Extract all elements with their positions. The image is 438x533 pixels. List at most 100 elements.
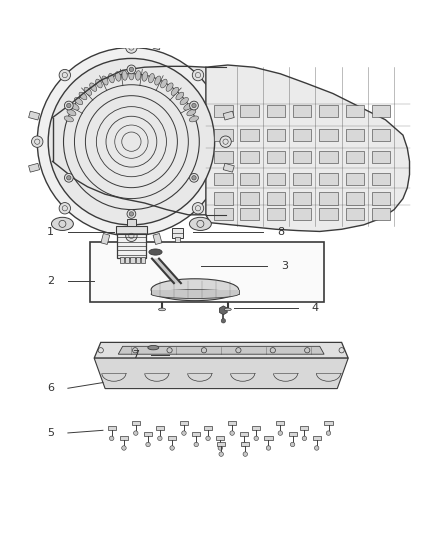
Circle shape [220,136,231,147]
Bar [132,421,140,425]
Bar [267,151,285,163]
Circle shape [127,65,136,74]
Circle shape [192,203,204,214]
Bar [240,208,259,220]
Bar [293,192,311,205]
Bar [172,229,183,238]
Ellipse shape [159,308,166,311]
Text: 7: 7 [132,350,139,360]
Text: 3: 3 [281,261,288,271]
Bar [372,192,390,205]
Ellipse shape [176,92,184,100]
Text: 5: 5 [47,428,54,438]
Bar [293,173,311,185]
Circle shape [122,446,126,450]
Bar [214,151,233,163]
Circle shape [126,42,137,53]
Ellipse shape [142,72,148,81]
Circle shape [254,436,258,441]
Bar [216,436,224,440]
Circle shape [192,103,196,108]
Ellipse shape [187,109,196,116]
Circle shape [206,436,210,441]
Circle shape [290,442,295,447]
Bar [120,436,128,440]
Bar [293,129,311,141]
Ellipse shape [90,83,97,91]
Circle shape [126,230,137,241]
Bar [346,208,364,220]
Ellipse shape [151,279,239,301]
Circle shape [59,203,71,214]
Circle shape [314,446,319,450]
Circle shape [194,442,198,447]
Bar [223,111,234,120]
Bar [240,151,259,163]
Circle shape [326,431,331,435]
Bar [267,129,285,141]
Bar [313,436,321,440]
Bar [346,129,364,141]
Polygon shape [219,306,227,314]
Circle shape [221,319,226,323]
Bar [28,163,39,172]
Bar [28,111,39,120]
Circle shape [67,103,71,108]
Bar [204,426,212,430]
Bar [156,426,164,430]
Circle shape [170,446,174,450]
Ellipse shape [155,76,161,85]
Bar [223,163,234,172]
Circle shape [37,47,226,236]
Circle shape [242,442,247,447]
Ellipse shape [64,116,74,122]
Bar [240,173,259,185]
Bar [168,436,176,440]
Bar [175,237,180,241]
Bar [101,233,110,245]
Bar [153,39,162,50]
Bar [267,173,285,185]
Ellipse shape [184,103,192,110]
Circle shape [218,446,223,450]
Circle shape [59,69,71,81]
Ellipse shape [189,217,211,230]
Ellipse shape [84,87,92,95]
Bar [127,219,136,226]
Bar [117,232,145,258]
Circle shape [32,136,43,147]
Bar [267,192,285,205]
Text: 6: 6 [47,383,54,393]
Bar [108,426,116,430]
Circle shape [48,59,215,225]
Polygon shape [118,346,324,354]
Bar [293,208,311,220]
Ellipse shape [102,76,108,85]
Circle shape [190,101,198,110]
Circle shape [230,431,234,435]
Bar [228,421,236,425]
Polygon shape [94,358,348,389]
Ellipse shape [74,98,83,105]
Circle shape [129,212,134,216]
Bar [293,105,311,117]
Bar [180,421,188,425]
Text: 2: 2 [47,276,54,286]
Bar [252,426,260,430]
Bar [267,105,285,117]
Circle shape [302,436,307,441]
Ellipse shape [79,92,87,100]
Bar [120,257,124,263]
Bar [300,426,308,430]
Circle shape [192,69,204,81]
Ellipse shape [95,79,102,88]
Bar [319,208,338,220]
Ellipse shape [71,103,79,110]
Bar [240,105,259,117]
Ellipse shape [67,109,76,116]
Ellipse shape [149,249,162,255]
Bar [116,226,147,234]
Bar [265,436,272,440]
Bar [214,129,233,141]
Circle shape [192,175,196,180]
